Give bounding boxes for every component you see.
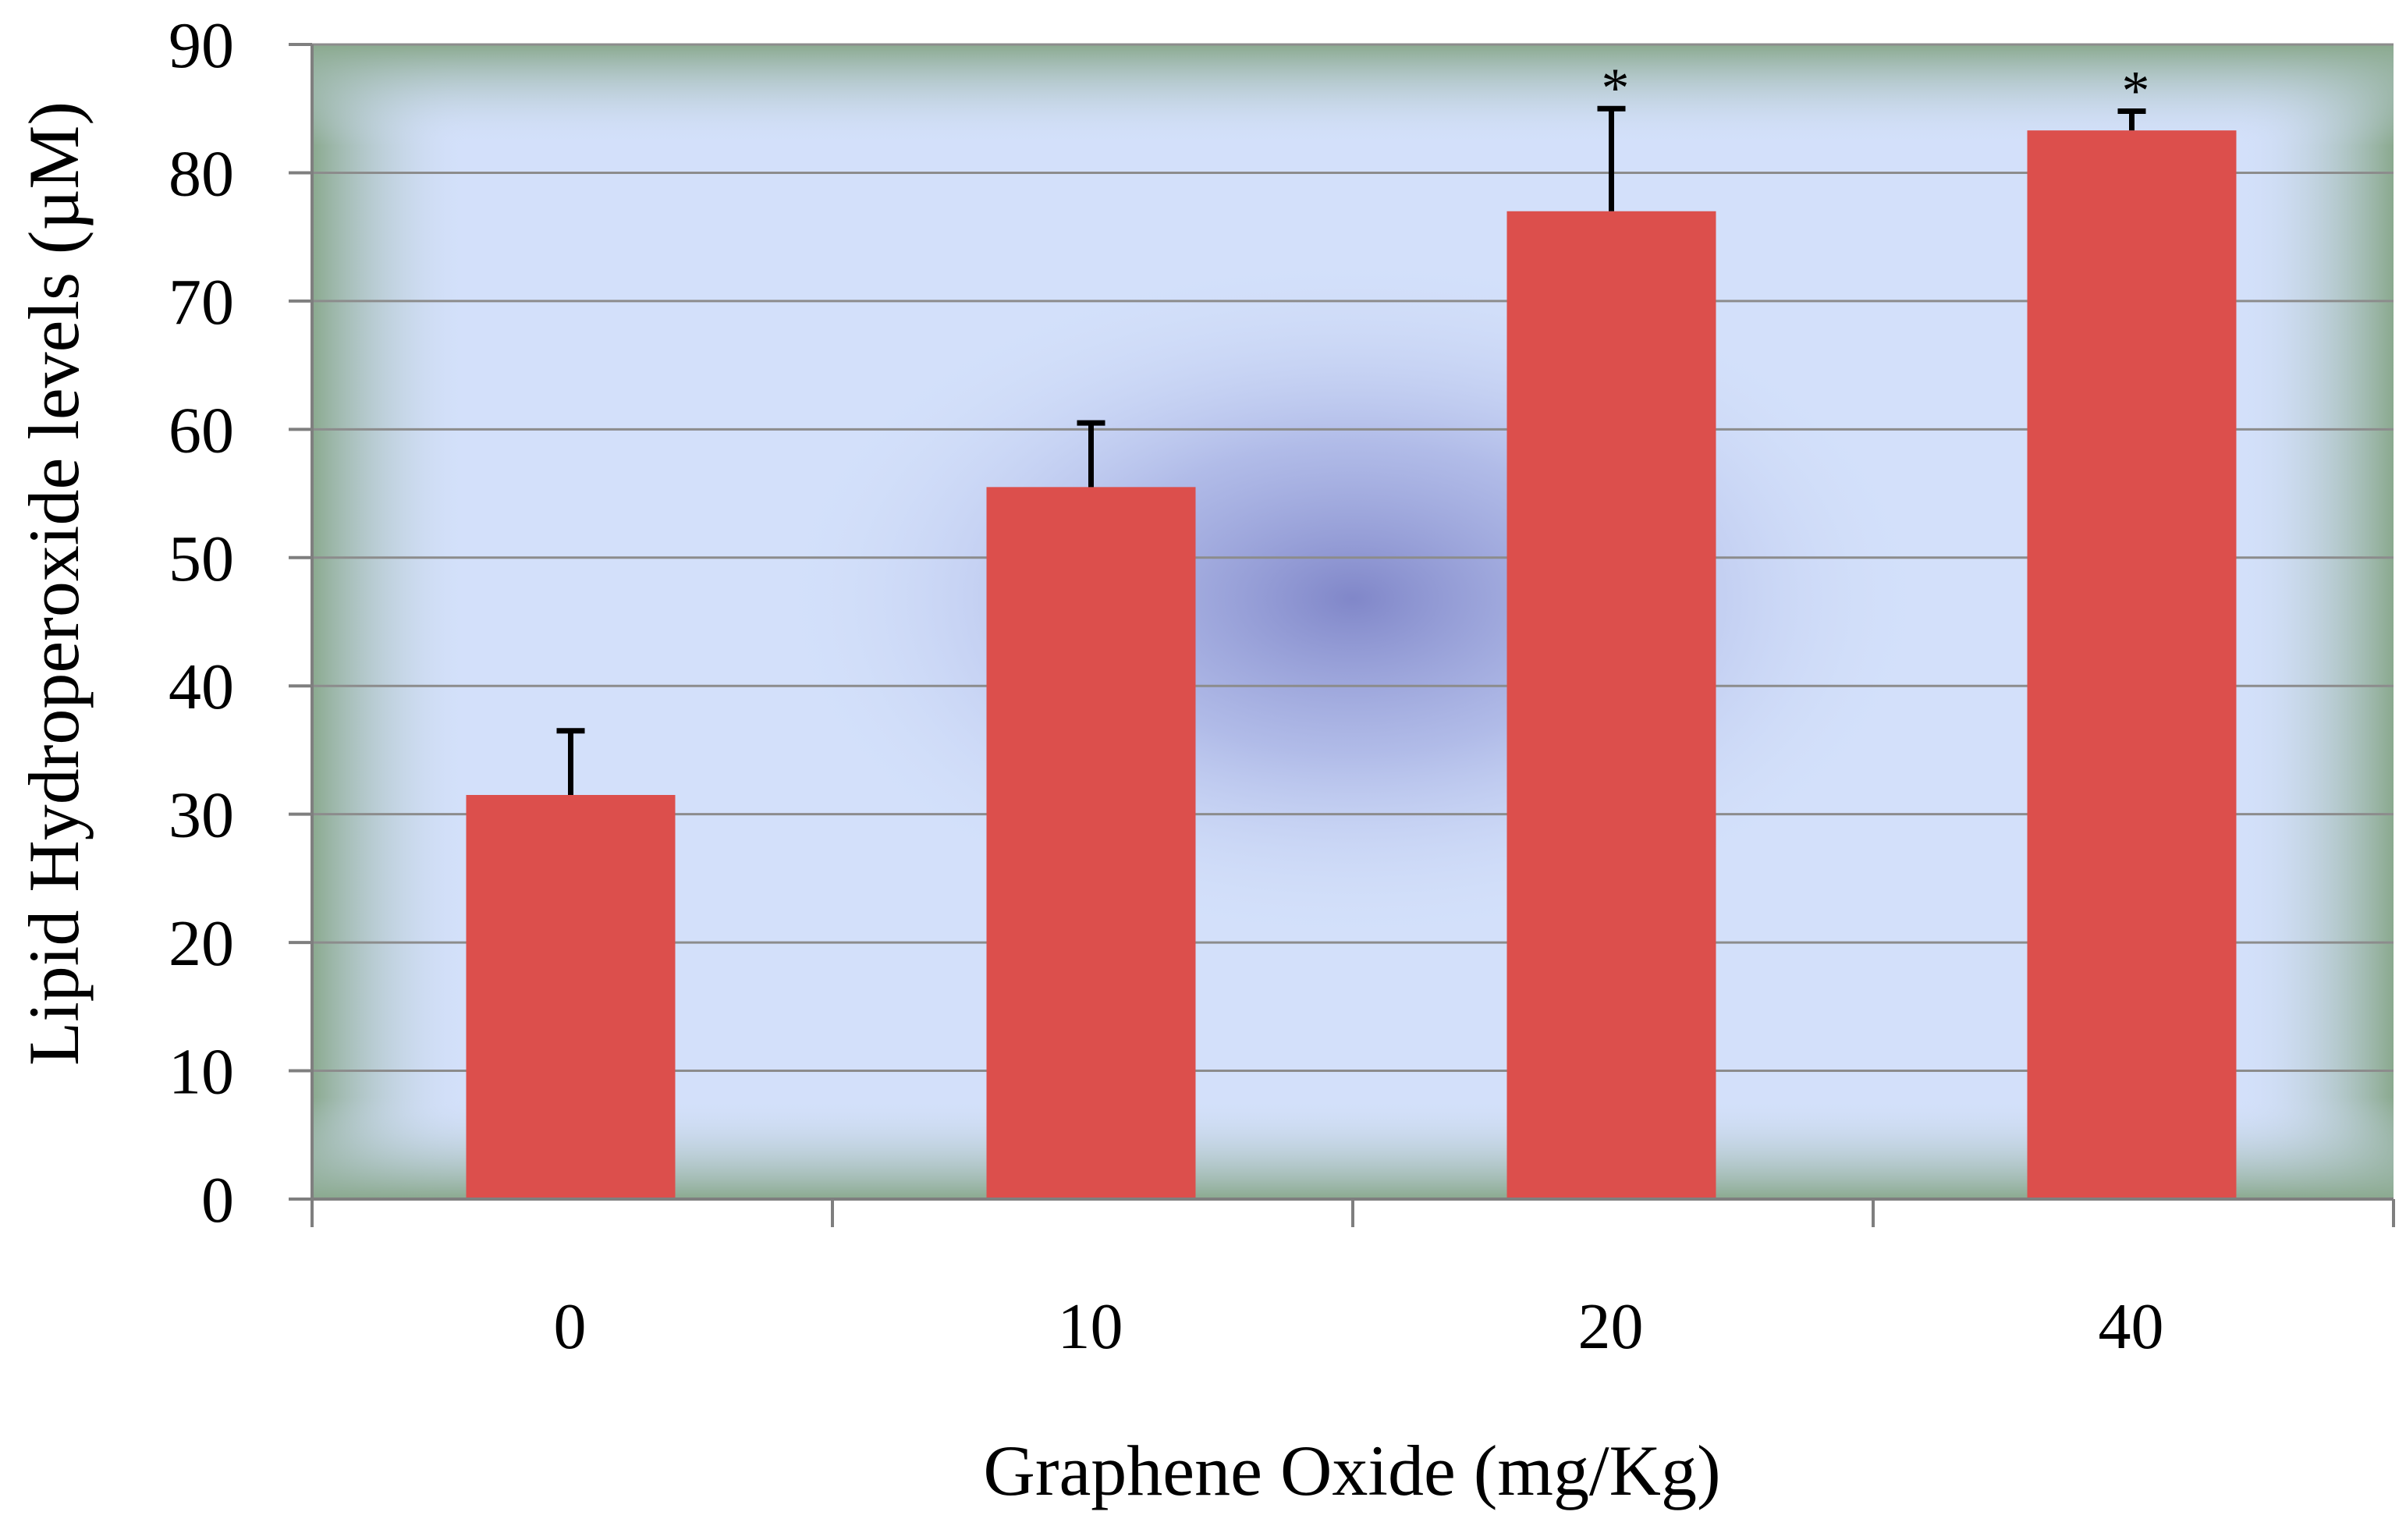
y-tick-label: 70 — [169, 266, 234, 339]
x-tick-label: 20 — [1578, 1290, 1644, 1363]
x-tick-label: 40 — [2099, 1290, 2164, 1363]
significance-marker: * — [2122, 60, 2150, 122]
x-tick-labels: 0 10 20 40 — [554, 1290, 2164, 1363]
y-axis-label: Lipid Hydroperoxide levels (µM) — [14, 101, 94, 1066]
x-tick-label: 0 — [554, 1290, 587, 1363]
y-tick-label: 0 — [201, 1164, 234, 1237]
error-bars — [556, 105, 2146, 795]
y-tick-label: 80 — [169, 137, 234, 210]
y-tick-label: 60 — [169, 394, 234, 467]
y-tick-labels: 0 10 20 30 40 50 60 70 80 90 — [169, 9, 234, 1237]
x-tick-label: 10 — [1058, 1290, 1123, 1363]
bar — [2027, 130, 2237, 1200]
bar — [1506, 211, 1716, 1199]
x-axis-label: Graphene Oxide (mg/Kg) — [983, 1431, 1720, 1510]
plot-edge-left — [312, 44, 468, 1199]
plot-center-shade — [769, 252, 1936, 946]
y-tick-label: 20 — [169, 907, 234, 980]
bar — [466, 795, 676, 1199]
plot-edge-top — [312, 44, 2394, 146]
plot-edge-right — [2237, 44, 2394, 1199]
axes — [289, 43, 2395, 1227]
y-tick-label: 90 — [169, 9, 234, 82]
significance-markers: * * — [1602, 57, 2150, 122]
y-tick-label: 50 — [169, 523, 234, 595]
y-tick-label: 10 — [169, 1036, 234, 1109]
significance-marker: * — [1602, 57, 1630, 119]
bars — [466, 130, 2237, 1200]
bar — [986, 487, 1196, 1199]
y-tick-label: 40 — [169, 651, 234, 723]
y-tick-label: 30 — [169, 779, 234, 852]
